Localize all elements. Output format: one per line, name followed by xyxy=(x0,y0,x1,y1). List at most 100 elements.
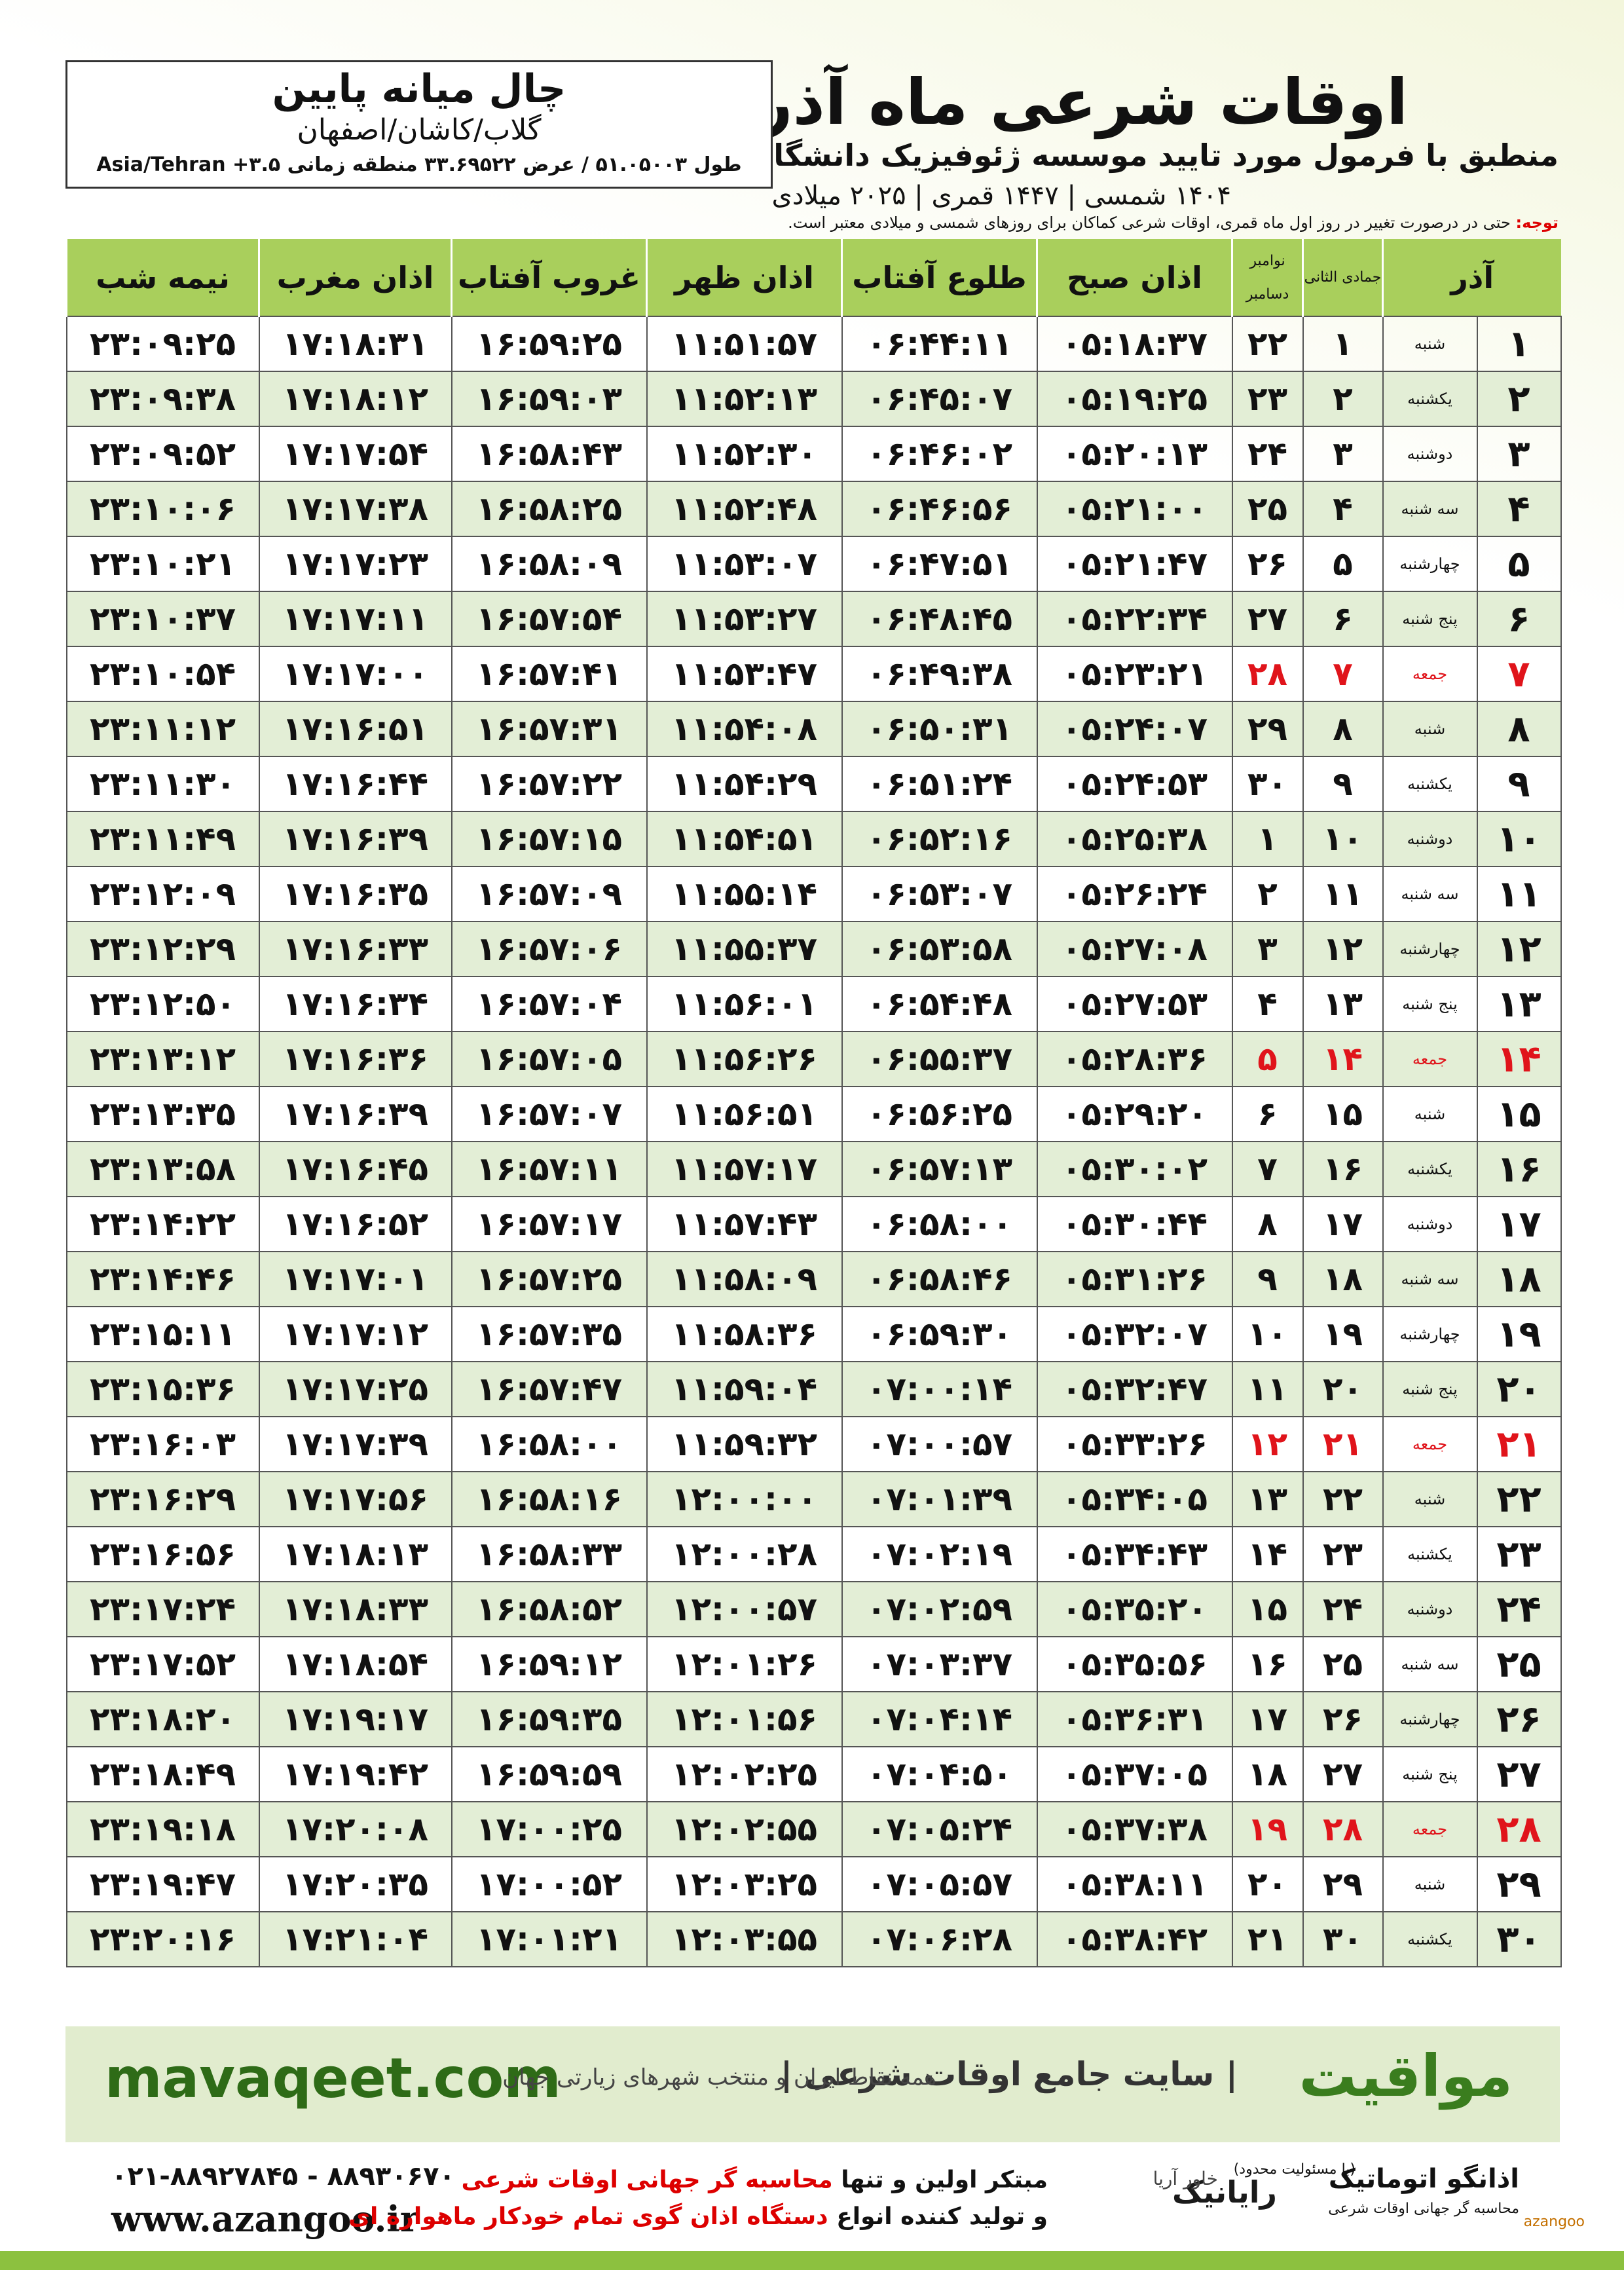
table-cell: ۱۱ xyxy=(1302,866,1384,922)
header-cell: اذان ظهر xyxy=(646,239,842,316)
table-cell: ۲۳:۱۶:۰۳ xyxy=(65,1416,260,1472)
table-cell: ۱۶:۵۸:۴۳ xyxy=(451,426,648,482)
table-cell: ۱۷:۱۶:۵۱ xyxy=(258,701,452,757)
table-cell: ۰۶:۵۰:۳۱ xyxy=(841,701,1038,757)
table-cell: ۰۶:۵۶:۲۵ xyxy=(841,1086,1038,1142)
table-cell: ۱۶:۵۹:۲۵ xyxy=(451,316,648,372)
table-cell: ۲۳:۱۰:۰۶ xyxy=(65,481,260,537)
table-cell: ۱۱:۵۲:۱۳ xyxy=(646,371,843,427)
table-cell: ۷ xyxy=(1476,646,1562,702)
table-row: ۱۷ دوشنبه ۱۷ ۸ ۰۵:۳۰:۴۴ ۰۶:۵۸:۰۰ ۱۱:۵۷:۴۳ ۱۶:۵۷… xyxy=(65,1196,1562,1252)
table-cell: ۲۳:۱۰:۳۷ xyxy=(65,591,260,647)
banner-site: mavaqeet.com xyxy=(105,2046,561,2110)
table-cell: ۰۵:۳۵:۵۶ xyxy=(1036,1636,1233,1692)
table-cell: ۱۶:۵۹:۰۳ xyxy=(451,371,648,427)
table-cell: ۱۱:۵۳:۰۷ xyxy=(646,536,843,592)
table-cell: ۱ xyxy=(1231,811,1304,867)
table-cell: ۱۷:۰۰:۲۵ xyxy=(451,1801,648,1857)
table-cell: ۲۳:۱۶:۲۹ xyxy=(65,1471,260,1527)
table-cell: ۰۶:۴۸:۴۵ xyxy=(841,591,1038,647)
table-cell: ۱۷:۱۹:۱۷ xyxy=(258,1691,452,1747)
text: دستگاه اذان گوی تمام خودکار ماهواره ای xyxy=(348,2203,828,2230)
table-row: ۲۷ پنج شنبه ۲۷ ۱۸ ۰۵:۳۷:۰۵ ۰۷:۰۴:۵۰ ۱۲:۰۲:۲۵ ۱۶… xyxy=(65,1746,1562,1802)
table-cell: پنج شنبه xyxy=(1382,591,1478,647)
header-cell: طلوع آفتاب xyxy=(841,239,1037,316)
table-row: ۴ سه شنبه ۴ ۲۵ ۰۵:۲۱:۰۰ ۰۶:۴۶:۵۶ ۱۱:۵۲:۴۸ ۱۶:۵۸… xyxy=(65,481,1562,537)
table-cell: ۳ xyxy=(1476,426,1562,482)
table-cell: ۲۹ xyxy=(1302,1856,1384,1912)
table-row: ۱۵ شنبه ۱۵ ۶ ۰۵:۲۹:۲۰ ۰۶:۵۶:۲۵ ۱۱:۵۶:۵۱ ۱۶:۵۷:۰… xyxy=(65,1086,1562,1142)
table-cell: ۲۳:۱۴:۲۲ xyxy=(65,1196,260,1252)
table-cell: ۱۱:۵۹:۰۴ xyxy=(646,1361,843,1417)
table-cell: ۰۵:۲۶:۲۴ xyxy=(1036,866,1233,922)
table-cell: ۱۶:۵۸:۱۶ xyxy=(451,1471,648,1527)
table-cell: ۱۲:۰۰:۰۰ xyxy=(646,1471,843,1527)
note-label: توجه: xyxy=(1515,214,1559,232)
table-row: ۲۰ پنج شنبه ۲۰ ۱۱ ۰۵:۳۲:۴۷ ۰۷:۰۰:۱۴ ۱۱:۵۹:۰۴ ۱۶… xyxy=(65,1361,1562,1417)
website: www.azangoo.ir xyxy=(111,2198,419,2240)
table-cell: ۰۵:۳۰:۰۲ xyxy=(1036,1141,1233,1197)
table-cell: ۰۵:۲۳:۲۱ xyxy=(1036,646,1233,702)
table-cell: ۲۳:۱۲:۲۹ xyxy=(65,921,260,977)
table-cell: ۲۳:۱۵:۱۱ xyxy=(65,1306,260,1362)
table-row: ۲۵ سه شنبه ۲۵ ۱۶ ۰۵:۳۵:۵۶ ۰۷:۰۳:۳۷ ۱۲:۰۱:۲۶ ۱۶:… xyxy=(65,1636,1562,1692)
table-cell: ۱۷:۱۷:۱۲ xyxy=(258,1306,452,1362)
table-cell: ۵ xyxy=(1302,536,1384,592)
table-cell: ۱۶:۵۷:۰۷ xyxy=(451,1086,648,1142)
table-cell: ۳۰ xyxy=(1231,756,1304,812)
table-cell: ۹ xyxy=(1302,756,1384,812)
table-cell: ۰۷:۰۳:۳۷ xyxy=(841,1636,1038,1692)
table-cell: دوشنبه xyxy=(1382,1196,1478,1252)
table-cell: یکشنبه xyxy=(1382,1526,1478,1582)
table-cell: ۱۶:۵۷:۴۷ xyxy=(451,1361,648,1417)
table-cell: ۰۷:۰۵:۲۴ xyxy=(841,1801,1038,1857)
table-cell: ۱۷:۱۶:۳۴ xyxy=(258,976,452,1032)
table-cell: ۱۲:۰۰:۲۸ xyxy=(646,1526,843,1582)
table-cell: ۲۳:۱۷:۵۲ xyxy=(65,1636,260,1692)
table-cell: سه شنبه xyxy=(1382,866,1478,922)
table-cell: ۰۵:۲۱:۴۷ xyxy=(1036,536,1233,592)
prayer-table: آذر جمادی الثانی نوامبر دسامبر اذان صبح طل… xyxy=(65,239,1562,1967)
table-cell: ۱۷:۱۶:۳۳ xyxy=(258,921,452,977)
table-cell: ۱۷:۱۷:۱۱ xyxy=(258,591,452,647)
table-cell: ۱۱:۵۷:۱۷ xyxy=(646,1141,843,1197)
table-cell: ۰۷:۰۵:۵۷ xyxy=(841,1856,1038,1912)
table-cell: پنج شنبه xyxy=(1382,976,1478,1032)
table-cell: ۱۶:۵۷:۱۵ xyxy=(451,811,648,867)
table-cell: ۰۶:۴۶:۵۶ xyxy=(841,481,1038,537)
logo-text: خاور آریا xyxy=(1153,2168,1218,2189)
table-cell: چهارشنبه xyxy=(1382,1691,1478,1747)
table-row: ۱۶ یکشنبه ۱۶ ۷ ۰۵:۳۰:۰۲ ۰۶:۵۷:۱۳ ۱۱:۵۷:۱۷ ۱۶:۵۷… xyxy=(65,1141,1562,1197)
table-cell: ۰۵:۳۶:۳۱ xyxy=(1036,1691,1233,1747)
banner-brand: مواقیت xyxy=(1299,2042,1513,2110)
table-cell: ۱۱:۵۵:۳۷ xyxy=(646,921,843,977)
table-cell: ۰۷:۰۶:۲۸ xyxy=(841,1911,1038,1967)
banner xyxy=(65,2026,1560,2142)
location-coords: طول ۵۱.۰۵۰۰۳ / عرض ۳۳.۶۹۵۲۲ منطقه زمانی … xyxy=(96,153,742,176)
table-cell: ۰۵:۳۸:۴۲ xyxy=(1036,1911,1233,1967)
table-cell: ۰۷:۰۴:۵۰ xyxy=(841,1746,1038,1802)
table-cell: ۲۳ xyxy=(1231,371,1304,427)
table-cell: ۲۴ xyxy=(1302,1581,1384,1637)
table-cell: ۲۶ xyxy=(1231,536,1304,592)
title: اوقات شرعی ماه آذر xyxy=(756,65,1408,139)
table-cell: چهارشنبه xyxy=(1382,921,1478,977)
table-cell: ۰۵:۳۷:۳۸ xyxy=(1036,1801,1233,1857)
phone: ۰۲۱-۸۸۹۲۷۸۴۵ - ۸۸۹۳۰۶۷۰ xyxy=(111,2161,455,2191)
table-cell: ۱۰ xyxy=(1231,1306,1304,1362)
table-cell: ۱۷:۱۷:۳۹ xyxy=(258,1416,452,1472)
table-cell: ۱۸ xyxy=(1302,1251,1384,1307)
table-cell: ۱۷:۰۰:۵۲ xyxy=(451,1856,648,1912)
table-cell: یکشنبه xyxy=(1382,756,1478,812)
table-cell: ۱۰ xyxy=(1476,811,1562,867)
table-cell: ۰۵:۳۷:۰۵ xyxy=(1036,1746,1233,1802)
table-cell: ۳۰ xyxy=(1302,1911,1384,1967)
table-cell: ۲۳:۰۹:۲۵ xyxy=(65,316,260,372)
table-cell: ۰۵:۲۷:۰۸ xyxy=(1036,921,1233,977)
note-text: حتی در درصورت تغییر در روز اول ماه قمری،… xyxy=(788,214,1511,232)
location-name: چال میانه پایین xyxy=(272,66,566,112)
table-cell: شنبه xyxy=(1382,1086,1478,1142)
table-cell: ۰۶:۵۴:۴۸ xyxy=(841,976,1038,1032)
table-cell: دوشنبه xyxy=(1382,811,1478,867)
table-cell: ۱۶:۵۸:۰۰ xyxy=(451,1416,648,1472)
